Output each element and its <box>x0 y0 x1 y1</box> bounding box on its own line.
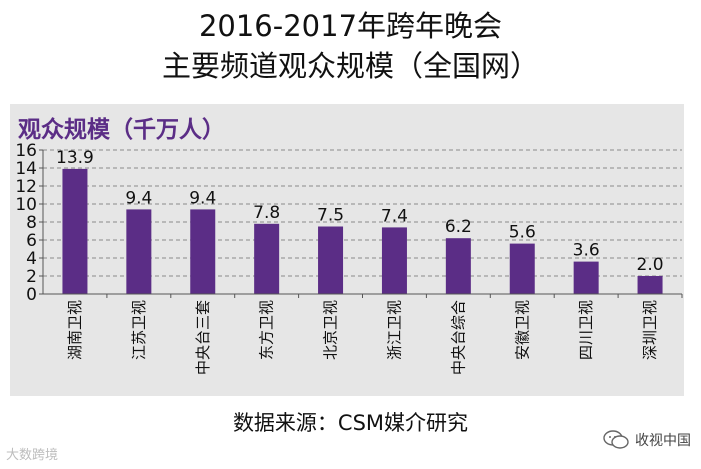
data-source: 数据来源：CSM媒介研究 <box>232 411 469 435</box>
bar-value-label: 5.6 <box>509 223 536 243</box>
bar <box>126 209 152 294</box>
bar-value-label: 7.5 <box>317 206 344 226</box>
y-tick-label: 8 <box>26 213 37 233</box>
bar <box>637 276 663 294</box>
bar <box>190 209 216 294</box>
y-tick-label: 14 <box>15 159 37 179</box>
y-axis-label: 观众规模（千万人） <box>18 116 225 143</box>
watermark-left: 大数跨境 <box>6 448 59 463</box>
y-tick-label: 0 <box>26 285 37 305</box>
bar <box>509 243 535 294</box>
y-tick-label: 12 <box>15 177 37 197</box>
bar-value-label: 9.4 <box>189 188 216 208</box>
bar-value-label: 2.0 <box>637 255 664 275</box>
chart-panel <box>10 104 684 396</box>
y-tick-label: 10 <box>15 195 37 215</box>
x-category-label: 北京卫视 <box>322 300 340 360</box>
watermark-right-text: 收视中国 <box>635 433 691 449</box>
chart-title-line-1: 2016-2017年跨年晚会 <box>198 9 503 43</box>
y-tick-label: 2 <box>26 267 37 287</box>
x-category-label: 中央台三套 <box>194 300 212 375</box>
bar-value-label: 9.4 <box>125 188 152 208</box>
y-tick-label: 6 <box>26 231 37 251</box>
x-category-label: 中央台综合 <box>449 300 467 375</box>
x-category-label: 江苏卫视 <box>130 300 148 360</box>
x-category-label: 深圳卫视 <box>641 300 659 360</box>
bar-value-label: 3.6 <box>573 241 600 261</box>
wechat-icon <box>603 430 629 449</box>
x-category-label: 湖南卫视 <box>66 300 84 360</box>
bar <box>62 168 88 294</box>
bar-value-label: 7.8 <box>253 203 280 223</box>
bar <box>254 223 280 294</box>
bar-value-label: 13.9 <box>56 148 94 168</box>
watermark-right: 收视中国 <box>603 430 691 450</box>
bar <box>381 227 407 294</box>
x-category-label: 浙江卫视 <box>385 300 403 360</box>
bar-value-label: 7.4 <box>381 206 408 226</box>
x-category-label: 四川卫视 <box>577 300 595 360</box>
bar <box>318 226 344 294</box>
y-tick-label: 4 <box>26 249 37 269</box>
x-category-label: 东方卫视 <box>258 300 276 360</box>
bar-value-label: 6.2 <box>445 217 472 237</box>
chart-title-line-2: 主要频道观众规模（全国网） <box>161 49 539 83</box>
bar <box>445 238 471 294</box>
y-tick-label: 16 <box>15 141 37 161</box>
x-category-label: 安徽卫视 <box>513 300 531 360</box>
bar <box>573 261 599 294</box>
